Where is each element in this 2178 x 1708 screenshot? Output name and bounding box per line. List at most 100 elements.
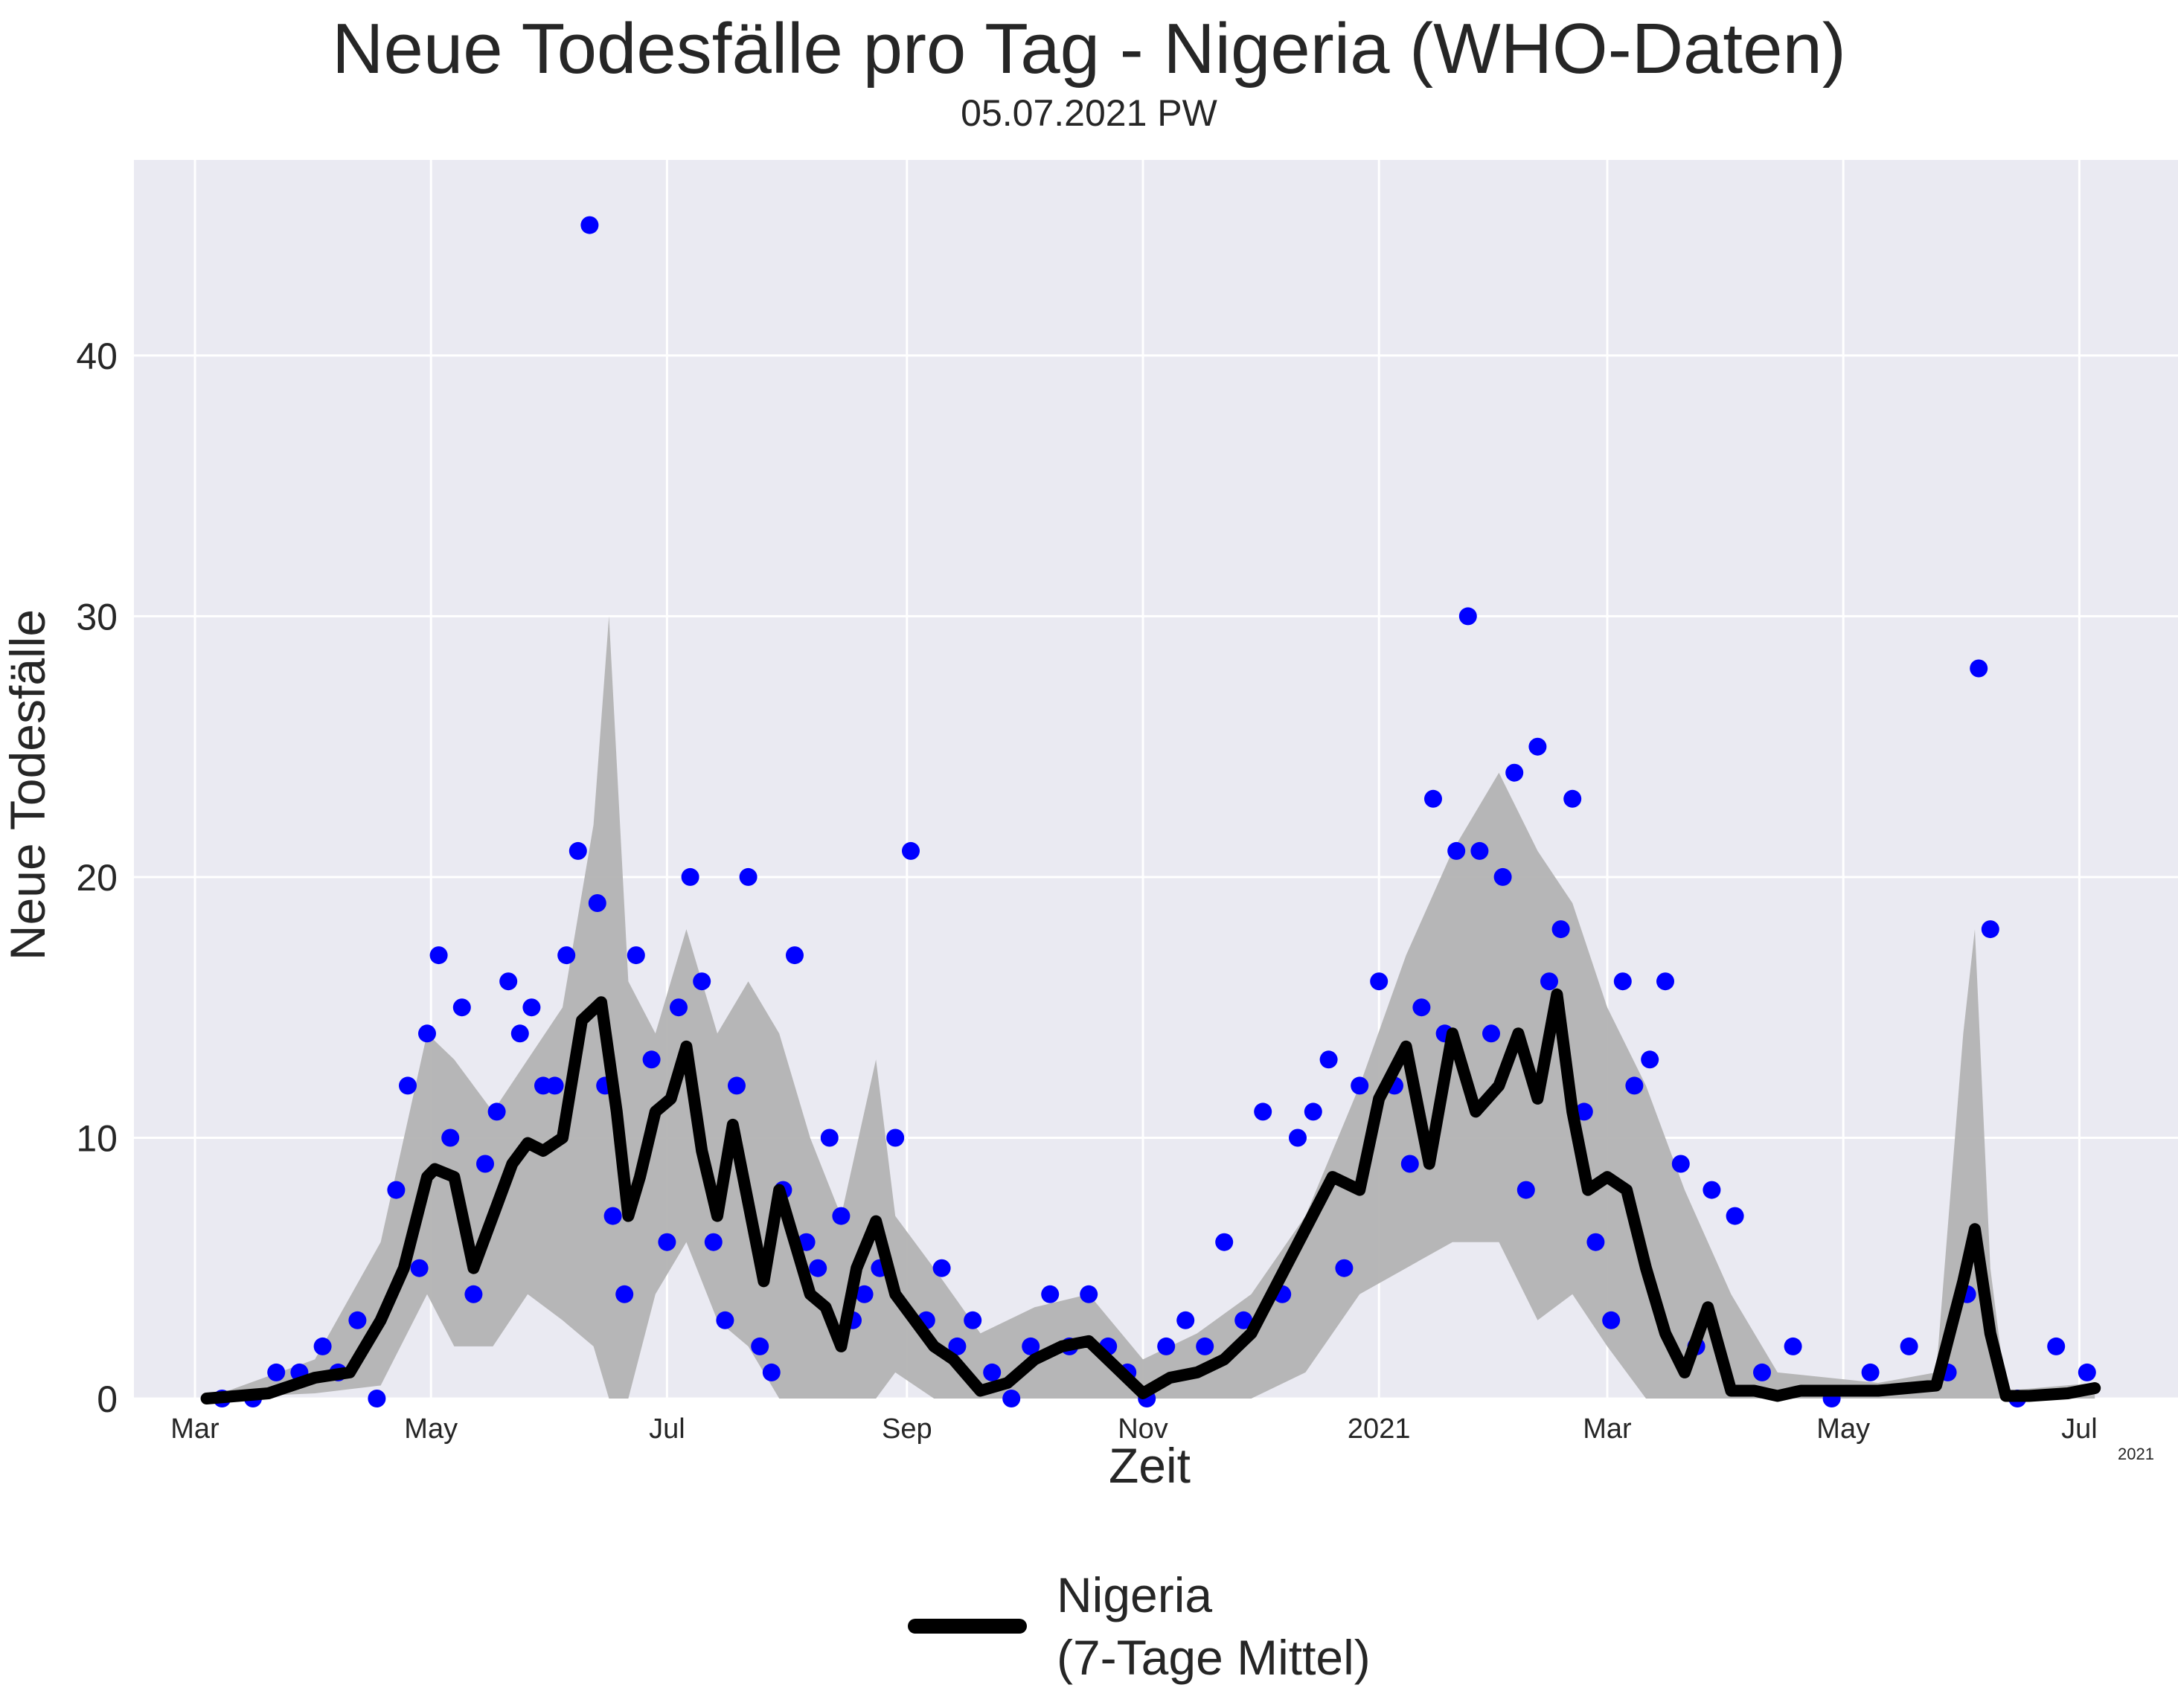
data-point	[728, 1076, 746, 1095]
x-axis-label: Zeit	[1108, 1438, 1191, 1493]
data-point	[1528, 737, 1547, 756]
data-point	[267, 1363, 286, 1381]
data-point	[588, 894, 606, 912]
data-point	[1861, 1363, 1880, 1381]
x-tick-label: Mar	[170, 1413, 220, 1445]
data-point	[418, 1024, 436, 1043]
data-point	[557, 946, 576, 965]
data-point	[1551, 920, 1570, 939]
data-point	[1176, 1311, 1195, 1329]
data-point	[886, 1128, 905, 1147]
data-point	[429, 946, 448, 965]
data-point	[522, 998, 541, 1017]
data-point	[1575, 1102, 1593, 1121]
data-point	[627, 946, 645, 965]
data-point	[1505, 763, 1524, 782]
data-point	[1482, 1024, 1500, 1043]
data-point	[568, 841, 587, 860]
data-point	[1022, 1337, 1040, 1355]
data-point	[313, 1337, 332, 1355]
data-point	[1703, 1181, 1721, 1199]
data-point	[855, 1285, 874, 1303]
range-band	[206, 616, 2095, 1399]
data-point	[932, 1259, 951, 1277]
x-tick-label: Jul	[2061, 1413, 2098, 1445]
legend: Nigeria (7-Tage Mittel)	[900, 1564, 1421, 1690]
x-tick-label: Mar	[1583, 1413, 1632, 1445]
data-point	[1002, 1390, 1021, 1407]
data-point	[1447, 841, 1466, 860]
grid	[134, 160, 2178, 1400]
y-tick-label: 10	[76, 1117, 118, 1159]
data-point	[368, 1390, 386, 1407]
data-point	[716, 1311, 734, 1329]
data-point	[476, 1155, 494, 1173]
data-point	[487, 1102, 506, 1121]
data-point	[615, 1285, 634, 1303]
data-point	[983, 1363, 1002, 1381]
data-point	[1516, 1181, 1535, 1199]
data-point	[1613, 972, 1632, 991]
data-point	[1289, 1128, 1307, 1147]
data-point	[1625, 1076, 1644, 1095]
chart-title: Neue Todesfälle pro Tag - Nigeria (WHO-D…	[332, 9, 1846, 89]
legend-line-swatch	[908, 1619, 1027, 1634]
data-point	[1412, 998, 1431, 1017]
legend-label: Nigeria (7-Tage Mittel)	[1057, 1564, 1371, 1689]
data-point	[786, 946, 804, 965]
data-point	[1080, 1285, 1098, 1303]
daily-points	[213, 216, 2096, 1407]
data-point	[948, 1337, 967, 1355]
data-point	[658, 1233, 676, 1251]
x-tick-label: May	[1816, 1413, 1870, 1445]
y-tick-labels: 0 10 20 30 40	[76, 336, 118, 1420]
data-point	[1970, 659, 1988, 678]
data-point	[1215, 1233, 1234, 1251]
data-point	[964, 1311, 982, 1329]
data-point	[1370, 972, 1389, 991]
data-point	[545, 1076, 564, 1095]
data-point	[1981, 920, 1999, 939]
data-point	[902, 841, 920, 860]
data-point	[1157, 1337, 1176, 1355]
data-point	[739, 867, 758, 886]
data-point	[1493, 867, 1512, 886]
data-point	[348, 1311, 367, 1329]
data-point	[1400, 1155, 1419, 1173]
data-point	[1254, 1102, 1272, 1121]
data-point	[1304, 1102, 1322, 1121]
data-point	[464, 1285, 483, 1303]
data-point	[1319, 1050, 1338, 1069]
x-tick-label: Jul	[649, 1413, 685, 1445]
data-point	[2047, 1337, 2066, 1355]
data-point	[410, 1259, 429, 1277]
data-point	[751, 1337, 769, 1355]
data-point	[642, 1050, 661, 1069]
data-point	[1470, 841, 1489, 860]
data-point	[1656, 972, 1674, 991]
data-point	[1196, 1337, 1214, 1355]
data-point	[2078, 1363, 2096, 1381]
data-point	[1458, 607, 1477, 626]
data-point	[1335, 1259, 1354, 1277]
data-point	[1671, 1155, 1690, 1173]
data-point	[1900, 1337, 1918, 1355]
data-point	[1540, 972, 1558, 991]
data-point	[762, 1363, 781, 1381]
x-tick-label: Sep	[882, 1413, 932, 1445]
data-point	[681, 867, 699, 886]
data-point	[809, 1259, 827, 1277]
data-point	[603, 1207, 622, 1225]
y-tick-label: 20	[76, 857, 118, 899]
data-point	[832, 1207, 851, 1225]
legend-label-line2: (7-Tage Mittel)	[1057, 1630, 1371, 1685]
y-tick-label: 0	[97, 1378, 118, 1420]
data-point	[1424, 789, 1442, 808]
x-tick-labels: Mar May Jul Sep Nov 2021 Mar May Jul	[170, 1413, 2097, 1445]
x-tick-label: May	[404, 1413, 458, 1445]
legend-label-line1: Nigeria	[1057, 1567, 1213, 1622]
data-point	[510, 1024, 529, 1043]
series-line	[200, 988, 2101, 1404]
data-point	[1234, 1311, 1253, 1329]
data-point	[1602, 1311, 1621, 1329]
